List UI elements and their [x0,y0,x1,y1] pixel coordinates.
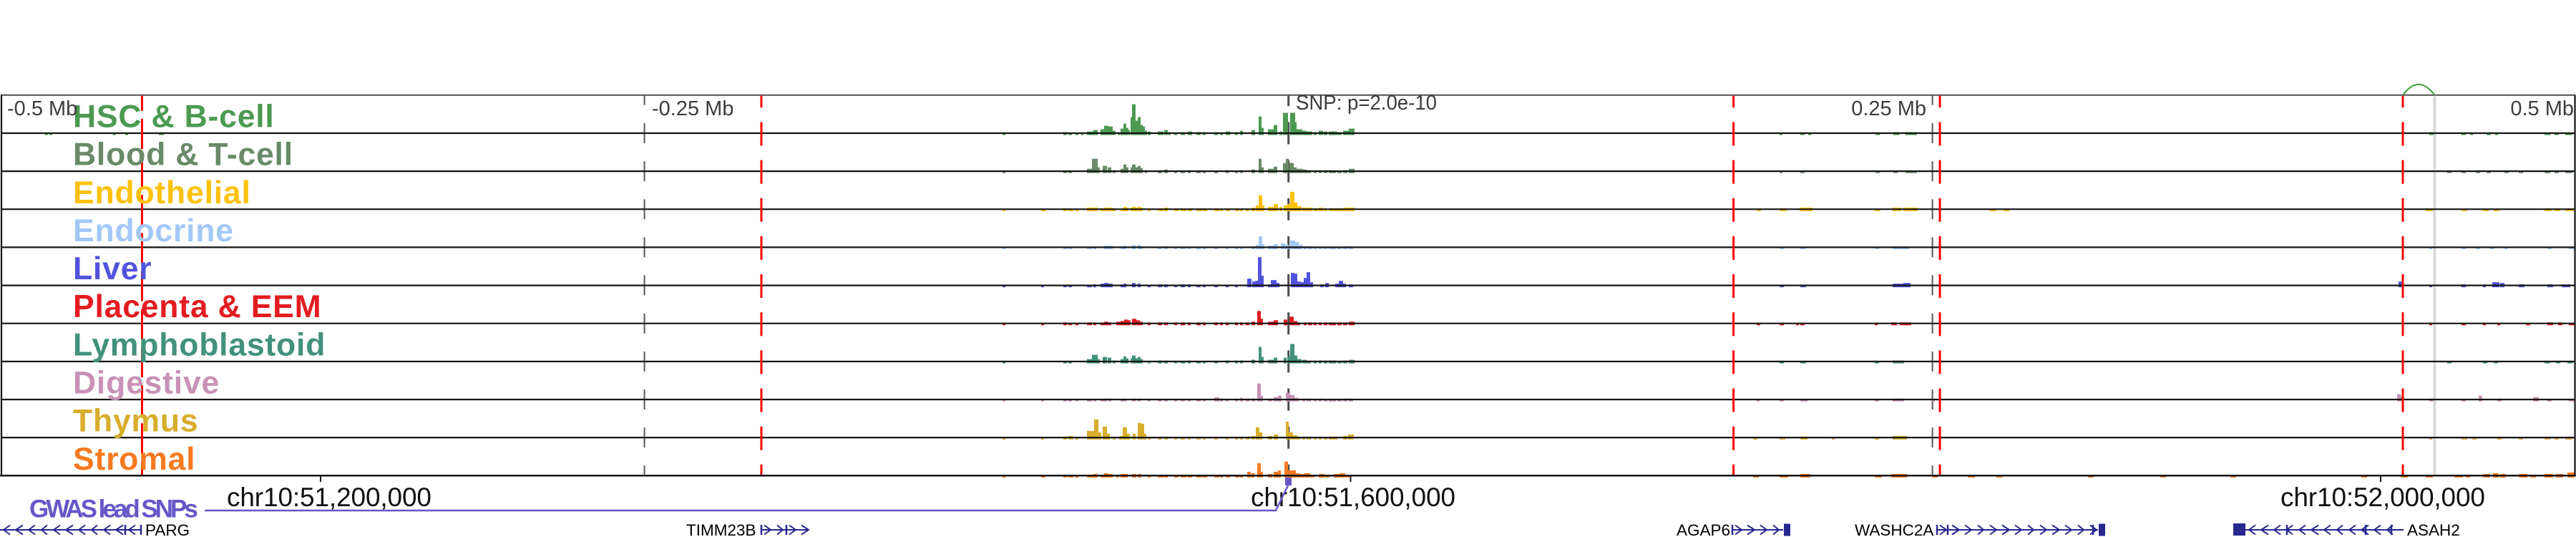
svg-text:GWAS lead SNPs: GWAS lead SNPs [29,495,197,523]
svg-text:Endothelial: Endothelial [73,175,251,211]
svg-text:chr10:51,200,000: chr10:51,200,000 [227,483,431,512]
svg-text:Blood & T-cell: Blood & T-cell [73,137,293,173]
svg-text:Digestive: Digestive [73,366,220,401]
svg-text:Endocrine: Endocrine [73,213,234,248]
svg-text:chr10:51,600,000: chr10:51,600,000 [1251,483,1455,512]
svg-text:Thymus: Thymus [73,404,198,439]
svg-text:WASHC2A: WASHC2A [1855,521,1933,537]
svg-text:PARG: PARG [145,521,190,537]
svg-text:ASAH2: ASAH2 [2407,521,2460,537]
svg-text:0.5 Mb: 0.5 Mb [2510,97,2574,120]
svg-text:-0.25 Mb: -0.25 Mb [652,97,733,120]
svg-text:SNP: p=2.0e-10: SNP: p=2.0e-10 [1296,92,1437,115]
svg-text:0.25 Mb: 0.25 Mb [1851,97,1926,120]
svg-text:chr10:52,000,000: chr10:52,000,000 [2280,483,2485,512]
svg-text:Stromal: Stromal [73,442,195,477]
svg-text:AGAP6: AGAP6 [1677,521,1730,537]
svg-text:Lymphoblastoid: Lymphoblastoid [73,327,326,362]
svg-text:Liver: Liver [73,251,152,286]
svg-text:Placenta & EEM: Placenta & EEM [73,289,322,324]
svg-text:HSC & B-cell: HSC & B-cell [73,100,275,135]
svg-text:-0.5 Mb: -0.5 Mb [7,97,77,120]
svg-text:TIMM23B: TIMM23B [686,521,756,537]
